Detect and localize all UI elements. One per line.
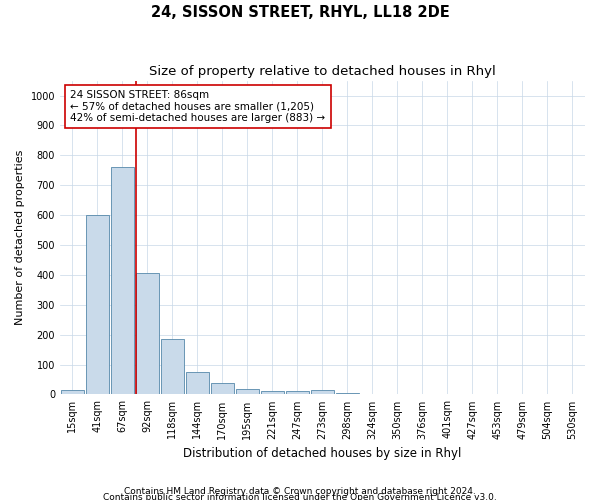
Bar — [136, 274, 158, 394]
Bar — [161, 339, 184, 394]
Text: 24, SISSON STREET, RHYL, LL18 2DE: 24, SISSON STREET, RHYL, LL18 2DE — [151, 5, 449, 20]
Bar — [186, 372, 209, 394]
X-axis label: Distribution of detached houses by size in Rhyl: Distribution of detached houses by size … — [183, 447, 461, 460]
Bar — [111, 167, 134, 394]
Title: Size of property relative to detached houses in Rhyl: Size of property relative to detached ho… — [149, 65, 496, 78]
Bar — [311, 390, 334, 394]
Y-axis label: Number of detached properties: Number of detached properties — [15, 150, 25, 325]
Bar — [261, 391, 284, 394]
Text: Contains public sector information licensed under the Open Government Licence v3: Contains public sector information licen… — [103, 492, 497, 500]
Text: Contains HM Land Registry data © Crown copyright and database right 2024.: Contains HM Land Registry data © Crown c… — [124, 486, 476, 496]
Bar — [86, 215, 109, 394]
Bar — [61, 390, 83, 394]
Bar — [336, 392, 359, 394]
Bar — [286, 392, 309, 394]
Bar — [236, 389, 259, 394]
Text: 24 SISSON STREET: 86sqm
← 57% of detached houses are smaller (1,205)
42% of semi: 24 SISSON STREET: 86sqm ← 57% of detache… — [70, 90, 326, 123]
Bar — [211, 383, 233, 394]
